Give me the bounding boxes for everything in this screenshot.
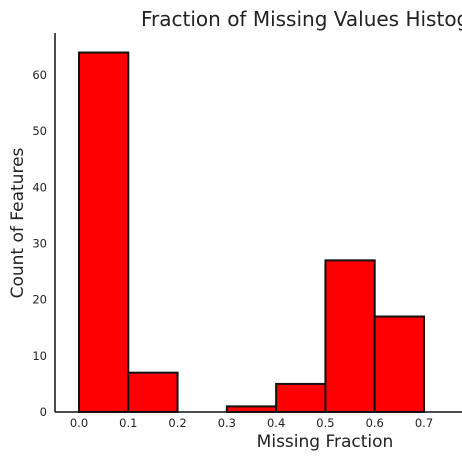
histogram-bar-4 bbox=[275, 382, 327, 413]
y-tick-label: 10 bbox=[32, 349, 47, 363]
x-axis-label: Missing Fraction bbox=[257, 432, 394, 452]
y-axis-label: Count of Features bbox=[8, 147, 28, 298]
y-tick-label: 30 bbox=[32, 237, 47, 251]
y-tick-labels: 0 10 20 30 40 50 60 bbox=[32, 68, 47, 419]
y-tick-label: 60 bbox=[32, 68, 47, 82]
histogram-bar-6 bbox=[373, 315, 426, 413]
y-tick-label: 40 bbox=[32, 180, 47, 194]
y-tick-label: 0 bbox=[40, 405, 47, 419]
y-tick-label: 50 bbox=[32, 124, 47, 138]
x-tick-label: 0.7 bbox=[415, 416, 433, 430]
y-tick-label: 20 bbox=[32, 293, 47, 307]
x-tick-label: 0.6 bbox=[366, 416, 384, 430]
x-tick-label: 0.1 bbox=[119, 416, 137, 430]
histogram-bar-1 bbox=[127, 371, 179, 413]
axes-group bbox=[54, 33, 462, 413]
histogram-bar-3 bbox=[225, 405, 278, 413]
x-tick-labels: 0.0 0.1 0.2 0.3 0.4 0.5 0.6 0.7 bbox=[70, 416, 433, 430]
x-tick-label: 0.2 bbox=[168, 416, 186, 430]
histogram-bar-5 bbox=[324, 259, 376, 413]
chart-title: Fraction of Missing Values Histogram bbox=[141, 7, 462, 31]
histogram-bar-0 bbox=[78, 51, 130, 414]
bars-group bbox=[78, 51, 426, 414]
x-tick-label: 0.0 bbox=[70, 416, 88, 430]
x-tick-label: 0.3 bbox=[218, 416, 236, 430]
x-tick-label: 0.4 bbox=[267, 416, 285, 430]
x-tick-label: 0.5 bbox=[316, 416, 334, 430]
